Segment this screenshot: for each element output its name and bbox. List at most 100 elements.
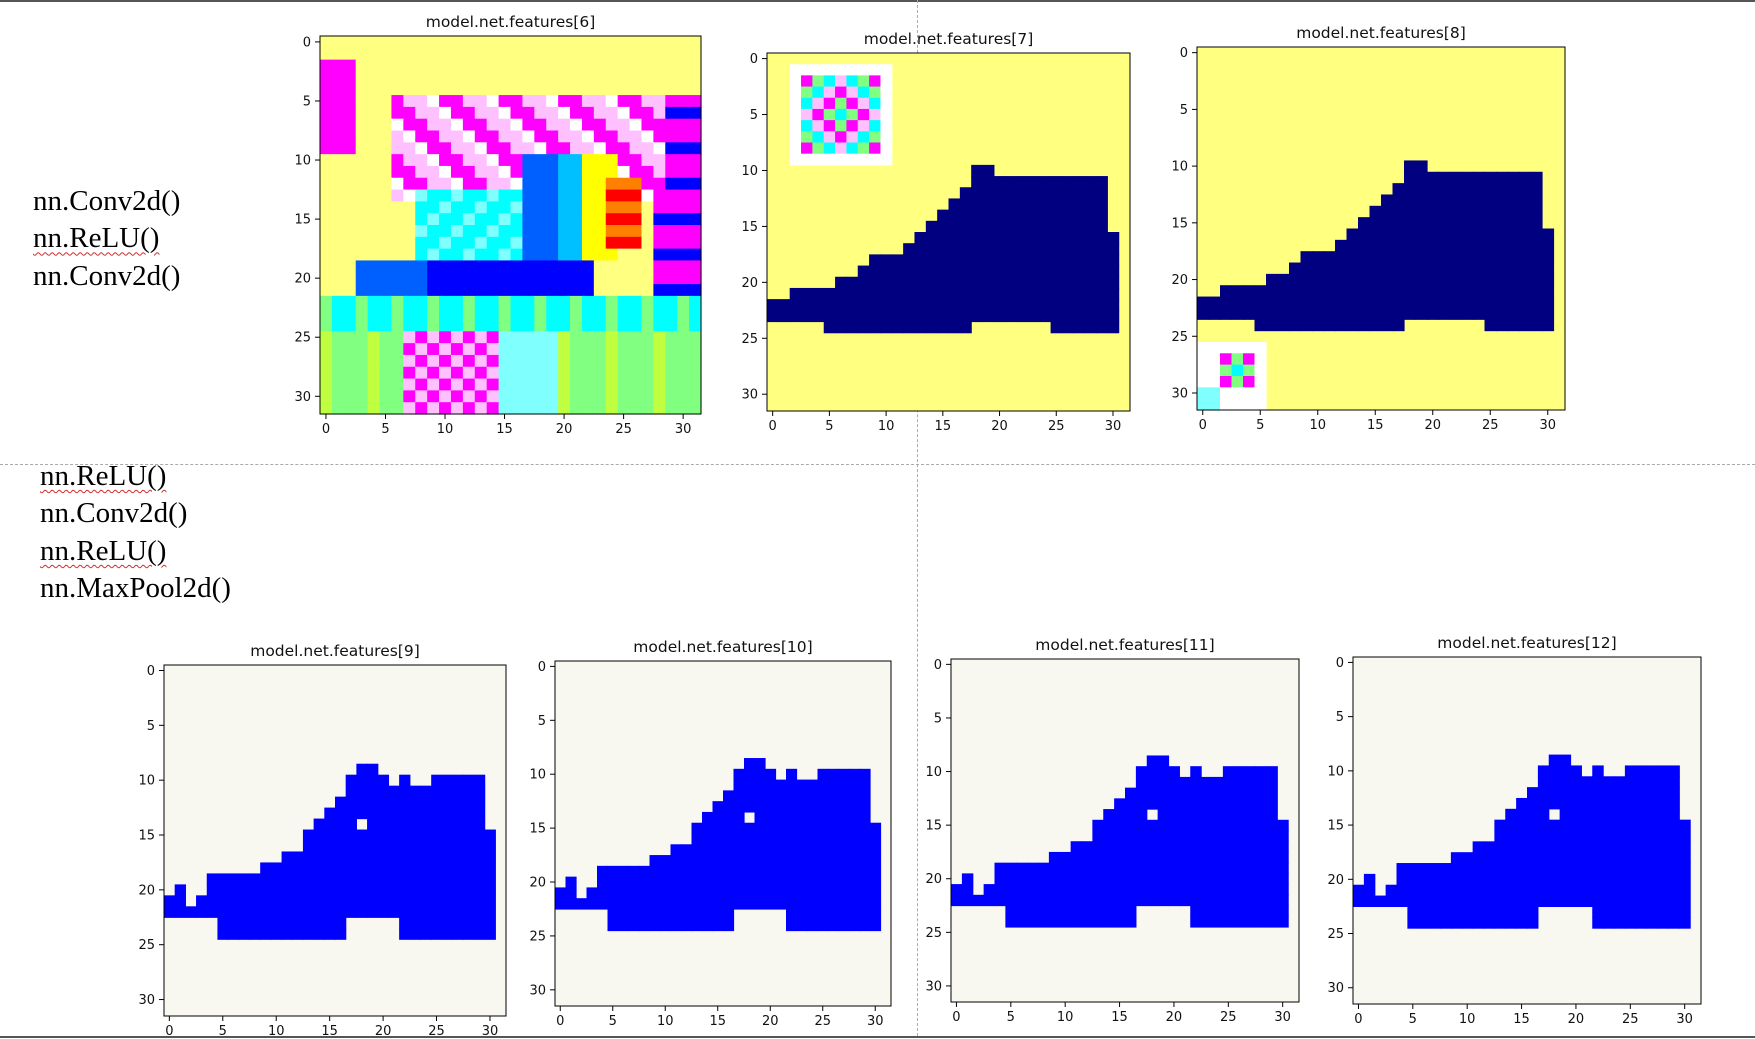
heatmap-cell <box>1244 787 1257 799</box>
heatmap-cell <box>1243 353 1256 366</box>
heatmap-cell <box>846 86 859 99</box>
heatmap-cell <box>617 71 631 84</box>
heatmap-cell <box>1277 285 1290 298</box>
heatmap-cell <box>1254 353 1267 366</box>
heatmap-cell <box>498 130 512 143</box>
heatmap-cell <box>1592 906 1604 918</box>
heatmap-cell <box>593 236 607 250</box>
heatmap-cell <box>1048 905 1061 917</box>
heatmap-cell <box>1516 830 1528 842</box>
heatmap-cell <box>498 142 512 155</box>
heatmap-cell <box>817 779 829 791</box>
heatmap-cell <box>1027 209 1040 222</box>
x-tick-label: 15 <box>1367 418 1384 433</box>
heatmap-cell <box>302 829 315 842</box>
heatmap-cell <box>1146 862 1159 874</box>
heatmap-cell <box>558 59 571 73</box>
heatmap-cell <box>534 307 547 321</box>
heatmap-cell <box>355 366 369 380</box>
heatmap-cell <box>665 118 678 132</box>
x-tick-label: 20 <box>1568 1012 1585 1027</box>
heatmap-cell <box>817 876 829 889</box>
heatmap-cell <box>534 130 547 143</box>
heatmap-cell <box>367 295 381 309</box>
heatmap-cell <box>817 801 829 813</box>
heatmap-cell <box>1157 851 1170 864</box>
heatmap-cell <box>534 95 547 108</box>
x-tick-label: 15 <box>496 422 513 437</box>
heatmap-cell <box>628 887 640 899</box>
heatmap-cell <box>1084 176 1097 188</box>
heatmap-cell <box>1624 873 1637 886</box>
heatmap-cell <box>1484 205 1497 218</box>
heatmap-cell <box>427 236 440 250</box>
heatmap-cell <box>641 201 654 214</box>
heatmap-cell <box>1559 787 1572 799</box>
heatmap-cell <box>450 354 464 368</box>
heatmap-cell <box>320 130 333 143</box>
heatmap-cell <box>1255 916 1267 928</box>
heatmap-cell <box>712 898 724 910</box>
heatmap-cell <box>1369 307 1382 320</box>
heatmap-cell <box>605 154 619 167</box>
heatmap-cell <box>1548 852 1561 864</box>
heatmap-cell <box>1603 906 1615 918</box>
heatmap-cell <box>1496 183 1509 196</box>
heatmap-cell <box>388 785 400 798</box>
heatmap-cell <box>948 198 961 211</box>
heatmap-cell <box>1581 873 1593 886</box>
heatmap-cell <box>367 378 381 391</box>
heatmap-cell <box>937 287 950 300</box>
heatmap-cell <box>486 248 500 262</box>
heatmap-cell <box>415 260 428 273</box>
heatmap-cell <box>558 354 571 368</box>
heatmap-cell <box>355 59 369 73</box>
heatmap-cell <box>1208 341 1221 354</box>
heatmap-cell <box>463 840 475 853</box>
heatmap-cell <box>593 106 607 120</box>
heatmap-cell <box>765 779 777 791</box>
heatmap-cell <box>1427 285 1440 298</box>
heatmap-cell <box>1277 851 1289 864</box>
heatmap-cell <box>857 265 870 278</box>
heatmap-cell <box>355 378 369 391</box>
heatmap-cell <box>415 272 428 285</box>
heatmap-cell <box>1125 884 1137 896</box>
heatmap-cell <box>331 213 345 226</box>
heatmap-cell <box>605 36 619 49</box>
heatmap-cell <box>367 71 381 84</box>
heatmap-cell <box>857 299 870 311</box>
heatmap-cell <box>1472 884 1485 897</box>
heatmap-cell <box>838 833 850 845</box>
heatmap-cell <box>534 378 547 391</box>
heatmap-cell <box>1277 819 1289 832</box>
heatmap-cell <box>723 822 735 835</box>
heatmap-cell <box>1220 341 1233 354</box>
heatmap-cell <box>486 402 500 415</box>
heatmap-cell <box>744 876 756 889</box>
heatmap-cell <box>379 142 393 155</box>
heatmap-cell <box>558 402 571 415</box>
heatmap-cell <box>1157 862 1170 874</box>
heatmap-cell <box>607 865 619 878</box>
heatmap-cell <box>546 165 559 179</box>
heatmap-cell <box>689 177 702 191</box>
heatmap-cell <box>356 906 368 918</box>
heatmap-cell <box>1404 205 1417 218</box>
heatmap-cell <box>723 833 735 845</box>
heatmap-cell <box>238 928 251 940</box>
heatmap-cell <box>1624 776 1637 788</box>
heatmap-cell <box>653 307 666 321</box>
heatmap-cell <box>1614 863 1626 875</box>
heatmap-cell <box>1530 319 1543 332</box>
heatmap-cell <box>723 801 735 813</box>
heatmap-cell <box>1646 797 1659 810</box>
x-tick-label: 15 <box>1513 1012 1530 1027</box>
heatmap-cell <box>450 106 464 120</box>
heatmap-cell <box>474 106 488 120</box>
x-tick-label: 0 <box>1354 1012 1362 1027</box>
heatmap-cell <box>1323 307 1336 320</box>
heatmap-cell <box>1346 319 1359 332</box>
heatmap-cell <box>1527 841 1539 853</box>
heatmap-cell <box>1548 873 1561 886</box>
